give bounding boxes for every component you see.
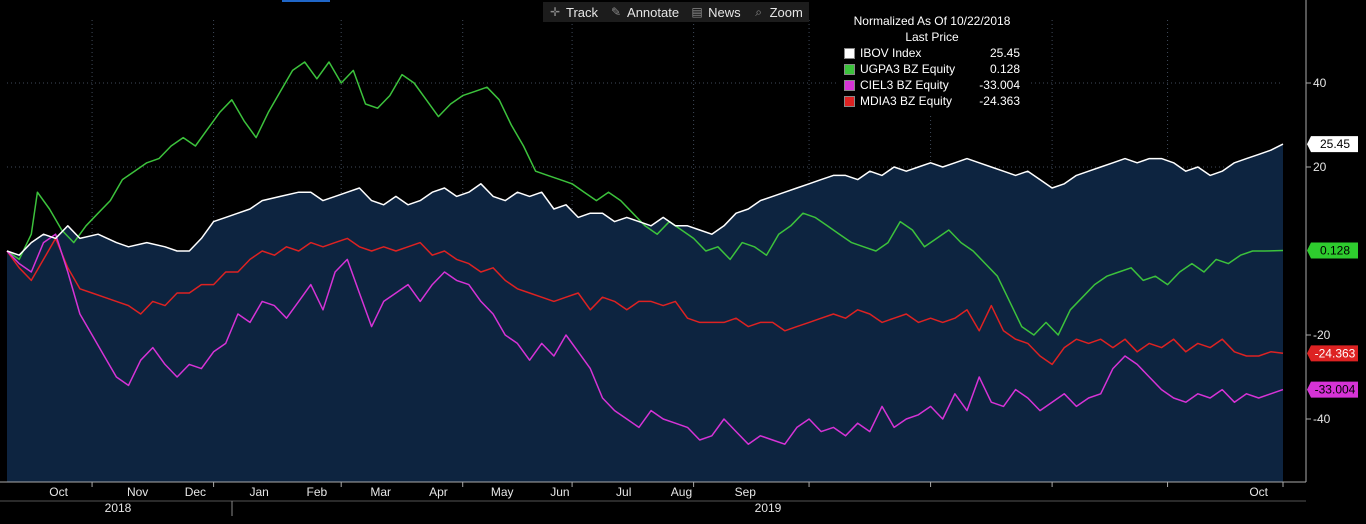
news-icon: ▤ <box>691 5 703 19</box>
legend-entry-3[interactable]: MDIA3 BZ Equity -24.363 <box>836 93 1028 109</box>
legend-entry-1[interactable]: UGPA3 BZ Equity 0.128 <box>836 61 1028 77</box>
track-label: Track <box>566 4 599 20</box>
x-tick-label-11: Sep <box>735 485 757 499</box>
end-label-text-2: -33.004 <box>1315 383 1356 397</box>
legend-value-2: -33.004 <box>979 78 1020 92</box>
x-tick-label-7: May <box>491 485 514 499</box>
legend-swatch-3 <box>844 95 855 107</box>
x-tick-label-2: Dec <box>185 485 206 499</box>
series-line-1[interactable] <box>6 61 1284 336</box>
x-tick-label-0: Oct <box>49 485 68 499</box>
end-label-bg-0 <box>1307 136 1358 153</box>
annotate-button[interactable]: ✎ Annotate <box>610 5 679 20</box>
x-tick-label-5: Mar <box>370 485 391 499</box>
legend-name-0: IBOV Index <box>860 46 922 60</box>
x-tick-labels: Oct Nov Dec Jan Feb Mar Apr May Jun Jul Aug Sep Oct 2… <box>49 485 1268 515</box>
last-value-labels: 25.45 0.128 -33.004 -24.363 <box>1307 136 1358 398</box>
end-label-1: 0.128 <box>1307 242 1358 259</box>
end-label-bg-3 <box>1307 345 1358 362</box>
y-tick-label-1: 20 <box>1313 160 1327 174</box>
x-tick-label-10: Aug <box>671 485 692 499</box>
series-lines <box>6 61 1284 445</box>
y-tick-label-2: -20 <box>1313 328 1331 342</box>
legend-swatch-2 <box>844 79 855 91</box>
news-label: News <box>708 4 741 20</box>
year-label-0: 2018 <box>105 501 132 515</box>
series-line-0[interactable] <box>6 143 1284 256</box>
x-tick-label-12: Oct <box>1249 485 1268 499</box>
zoom-button[interactable]: ⌕ Zoom <box>753 5 803 20</box>
legend-name-1: UGPA3 BZ Equity <box>860 62 956 76</box>
x-tick-label-1: Nov <box>127 485 148 499</box>
x-tick-label-4: Feb <box>307 485 328 499</box>
pencil-icon: ✎ <box>611 5 622 19</box>
x-tick-label-6: Apr <box>429 485 448 499</box>
legend-entry-0[interactable]: IBOV Index 25.45 <box>836 45 1028 61</box>
legend-value-3: -24.363 <box>979 94 1020 108</box>
ibov-fill <box>7 144 1283 482</box>
x-tick-label-8: Jun <box>550 485 569 499</box>
year-label-1: 2019 <box>755 501 782 515</box>
series-line-2[interactable] <box>6 233 1284 445</box>
news-button[interactable]: ▤ News <box>691 4 741 20</box>
y-tick-label-3: -40 <box>1313 412 1331 426</box>
end-label-2: -33.004 <box>1307 381 1358 398</box>
legend-swatch-0 <box>844 47 855 59</box>
legend-value-0: 25.45 <box>989 46 1020 60</box>
track-button[interactable]: ✛ Track <box>549 5 598 20</box>
magnifier-icon: ⌕ <box>755 4 762 19</box>
zoom-label: Zoom <box>769 4 803 20</box>
end-label-text-3: -24.363 <box>1315 346 1356 360</box>
end-label-bg-1 <box>1307 242 1358 259</box>
chart-toolbar: ✛ Track ✎ Annotate ▤ News ⌕ Zoom <box>543 2 809 22</box>
axes <box>0 0 1307 516</box>
end-label-bg-2 <box>1307 381 1358 398</box>
legend-swatch-1 <box>844 63 855 75</box>
series-line-3[interactable] <box>6 237 1284 366</box>
end-label-0: 25.45 <box>1307 136 1358 153</box>
end-label-text-0: 25.45 <box>1320 137 1350 151</box>
y-tick-label-0: 40 <box>1313 76 1327 90</box>
legend-box: Normalized As Of 10/22/2018 Last Price I… <box>836 10 1028 114</box>
end-label-3: -24.363 <box>1307 345 1358 362</box>
legend-name-2: CIEL3 BZ Equity <box>860 78 949 92</box>
legend-title: Normalized As Of 10/22/2018 <box>853 14 1011 28</box>
x-tick-label-9: Jul <box>616 485 631 499</box>
top-accent-bar <box>282 0 330 2</box>
series-fill-0 <box>7 144 1283 482</box>
legend-subtitle: Last Price <box>905 30 959 44</box>
end-label-text-1: 0.128 <box>1320 243 1350 257</box>
x-tick-label-3: Jan <box>249 485 268 499</box>
legend-entries: IBOV Index 25.45 UGPA3 BZ Equity 0.128 CIEL3… <box>836 45 1028 109</box>
legend-name-3: MDIA3 BZ Equity <box>860 94 953 108</box>
y-tick-labels: 40 20 -20 -40 <box>1306 76 1331 426</box>
legend-value-1: 0.128 <box>989 62 1020 76</box>
crosshair-icon: ✛ <box>549 5 561 19</box>
legend-entry-2[interactable]: CIEL3 BZ Equity -33.004 <box>836 77 1028 93</box>
annotate-label: Annotate <box>627 4 680 20</box>
